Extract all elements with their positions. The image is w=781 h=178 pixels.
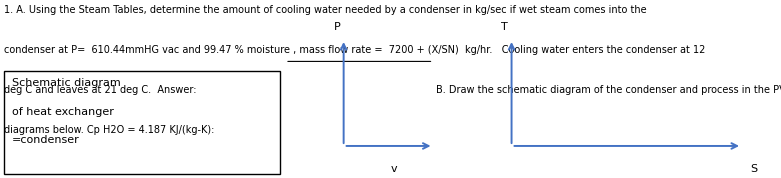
Text: B. Draw the schematic diagram of the condenser and process in the PV and TS: B. Draw the schematic diagram of the con… — [436, 85, 781, 95]
Text: of heat exchanger: of heat exchanger — [12, 107, 113, 117]
Text: deg C and leaves at 21 deg C.  Answer:: deg C and leaves at 21 deg C. Answer: — [4, 85, 196, 95]
Bar — [4, 71, 280, 174]
Text: diagrams below. Cp H2O = 4.187 KJ/(kg-K):: diagrams below. Cp H2O = 4.187 KJ/(kg-K)… — [4, 125, 214, 135]
Text: 1. A. Using the Steam Tables, determine the amount of cooling water needed by a : 1. A. Using the Steam Tables, determine … — [4, 5, 647, 15]
Text: T: T — [501, 22, 508, 32]
Text: S: S — [750, 164, 758, 174]
Text: P: P — [333, 22, 341, 32]
Text: v: v — [390, 164, 397, 174]
Text: Schematic diagram: Schematic diagram — [12, 78, 120, 88]
Text: =condenser: =condenser — [12, 135, 80, 145]
Text: condenser at P=  610.44mmHG vac and 99.47 % moisture , mass flow rate =  7200 + : condenser at P= 610.44mmHG vac and 99.47… — [4, 45, 705, 55]
